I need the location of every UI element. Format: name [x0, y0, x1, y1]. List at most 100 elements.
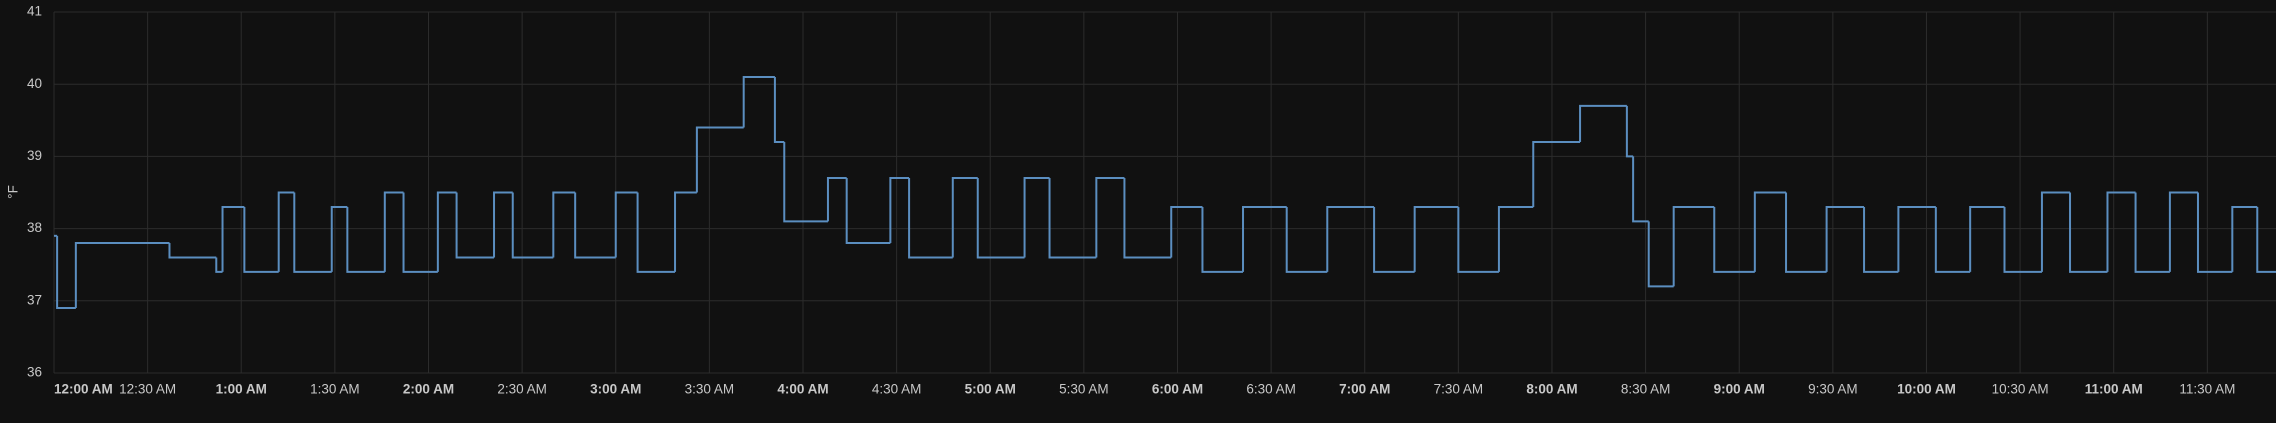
y-tick-label: 41 [27, 4, 42, 19]
step-segment [1242, 205, 1287, 272]
step-segment [168, 243, 217, 259]
step-segment [1934, 206, 1971, 273]
step-segment [455, 192, 495, 259]
step-segment [1413, 205, 1459, 272]
y-tick-label: 37 [27, 292, 42, 307]
step-segment [1532, 140, 1581, 207]
step-segment [2196, 192, 2233, 273]
step-segment [2003, 206, 2042, 273]
step-segment [1285, 206, 1328, 273]
step-segment [773, 76, 785, 143]
step-segment [2256, 206, 2276, 273]
x-tick-label: 9:30 AM [1808, 382, 1858, 397]
step-segment [695, 126, 744, 193]
step-segment [1048, 178, 1097, 259]
step-segment [511, 192, 554, 259]
step-segment [636, 192, 676, 273]
y-tick-label: 40 [27, 76, 42, 91]
step-segment [1863, 206, 1899, 273]
x-tick-label: 5:30 AM [1059, 382, 1109, 397]
x-tick-label: 8:00 AM [1526, 382, 1577, 397]
step-segment [74, 242, 170, 309]
step-segment [2106, 191, 2136, 272]
x-tick-label: 3:00 AM [590, 382, 641, 397]
step-segment [1647, 221, 1674, 288]
step-segment [1825, 205, 1865, 272]
step-segment [56, 235, 76, 310]
x-tick-label: 11:30 AM [2179, 382, 2235, 397]
x-tick-label: 2:00 AM [403, 382, 454, 397]
step-segment [1785, 192, 1827, 273]
step-segment [1579, 104, 1627, 142]
x-tick-label: 4:30 AM [872, 382, 922, 397]
y-tick-label: 39 [27, 148, 42, 163]
x-tick-label: 6:00 AM [1152, 382, 1203, 397]
step-segment [1095, 177, 1125, 258]
x-tick-label: 3:30 AM [685, 382, 735, 397]
x-tick-label: 9:00 AM [1714, 382, 1765, 397]
step-segment [436, 191, 457, 272]
step-segment [243, 206, 279, 273]
x-tick-label: 4:00 AM [777, 382, 828, 397]
step-segment [1123, 178, 1172, 259]
x-tick-label: 1:30 AM [310, 382, 360, 397]
step-segment [783, 141, 828, 223]
step-segment [1201, 206, 1244, 273]
x-tick-label: 12:00 AM [54, 382, 113, 397]
step-segment [215, 257, 223, 273]
x-tick-label: 11:00 AM [2085, 382, 2143, 397]
step-segment [493, 191, 513, 258]
step-segment [1632, 156, 1649, 223]
x-tick-label: 12:30 AM [119, 382, 176, 397]
step-segment [1170, 205, 1203, 258]
step-segment [976, 178, 1025, 259]
step-segment [293, 192, 332, 273]
step-segment [674, 191, 697, 272]
step-segment [1497, 205, 1534, 272]
step-segment [402, 192, 438, 273]
step-segment [1023, 177, 1050, 258]
y-axis-label: °F [6, 185, 21, 199]
step-segment [574, 192, 616, 259]
step-segment [1457, 206, 1499, 273]
step-segment [1713, 206, 1755, 273]
x-tick-label: 1:00 AM [216, 382, 267, 397]
step-segment [346, 206, 385, 273]
step-segment [1753, 191, 1787, 272]
step-segment [221, 205, 245, 272]
step-segment [277, 191, 295, 272]
step-segment [908, 178, 953, 259]
step-segment [1625, 105, 1634, 158]
step-segment [2069, 192, 2108, 273]
step-segment [614, 191, 638, 258]
y-tick-label: 38 [27, 220, 42, 235]
x-tick-label: 10:30 AM [1992, 382, 2049, 397]
step-segment [552, 191, 576, 258]
step-segment [1672, 205, 1715, 287]
step-segment [2231, 205, 2258, 272]
step-segment [2168, 191, 2198, 272]
step-segment [1373, 206, 1415, 273]
step-segment [1969, 205, 2005, 272]
x-tick-label: 7:30 AM [1434, 382, 1484, 397]
step-segment [383, 191, 404, 272]
step-segment [1897, 205, 1936, 272]
step-segment [742, 75, 775, 128]
x-tick-label: 7:00 AM [1339, 382, 1390, 397]
step-segment [1326, 205, 1375, 272]
step-segment [2040, 191, 2071, 272]
x-tick-label: 6:30 AM [1246, 382, 1296, 397]
step-segment [2134, 192, 2170, 273]
y-tick-label: 36 [27, 365, 42, 380]
step-segment [951, 177, 978, 258]
step-segment [330, 205, 348, 272]
step-segment [889, 177, 910, 244]
step-segment [826, 177, 847, 222]
step-segment [845, 178, 891, 245]
x-tick-label: 5:00 AM [965, 382, 1016, 397]
x-tick-label: 10:00 AM [1897, 382, 1956, 397]
x-tick-label: 2:30 AM [497, 382, 547, 397]
x-tick-label: 8:30 AM [1621, 382, 1671, 397]
